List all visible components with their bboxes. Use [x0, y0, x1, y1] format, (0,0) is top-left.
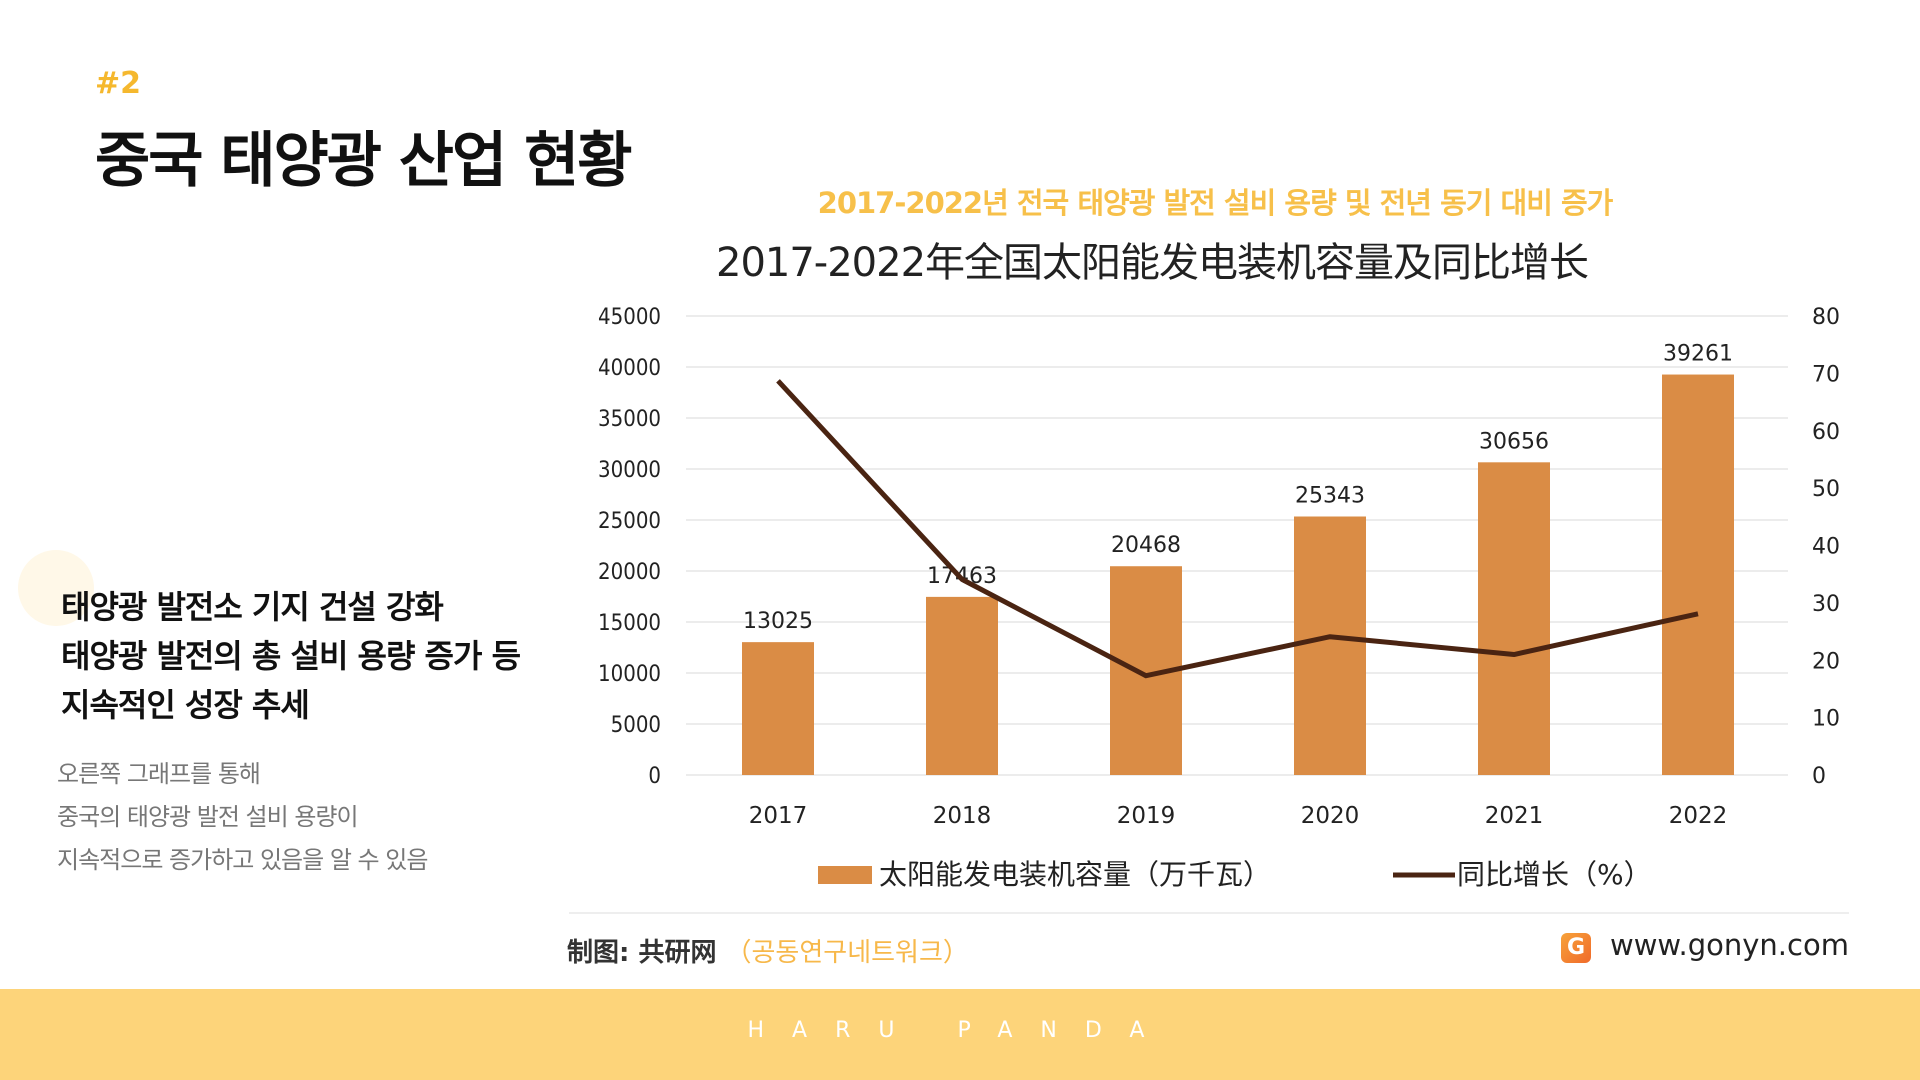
y-left-tick-label: 35000 [598, 407, 661, 432]
gonyn-logo-icon: G [1561, 933, 1591, 963]
chart-title: 2017-2022年全国太阳能发电装机容量及同比增长 [716, 240, 1589, 286]
headline-line-2: 태양광 발전의 총 설비 용량 증가 등 [61, 637, 521, 675]
y-right-tick-label: 0 [1812, 764, 1826, 789]
y-right-tick-label: 20 [1812, 649, 1840, 674]
bar-data-label: 25343 [1295, 484, 1365, 509]
bar-data-label: 20468 [1111, 533, 1181, 558]
bar [1662, 374, 1734, 775]
site-url: www.gonyn.com [1610, 928, 1849, 962]
y-left-tick-label: 20000 [598, 560, 661, 585]
legend-bar-swatch [818, 866, 872, 884]
y-right-tick-label: 80 [1812, 305, 1840, 330]
bar [742, 642, 814, 775]
y-left-tick-label: 40000 [598, 356, 661, 381]
legend-bar-label: 太阳能发电装机容量（万千瓦） [879, 858, 1271, 891]
y-right-tick-label: 30 [1812, 592, 1840, 617]
y-left-tick-label: 10000 [598, 662, 661, 687]
decorative-circle [18, 550, 94, 626]
growth-line [776, 379, 1699, 679]
bar [1478, 462, 1550, 775]
slide-number: #2 [95, 66, 142, 101]
x-tick-label: 2017 [749, 803, 808, 829]
bar-data-label: 30656 [1479, 429, 1549, 454]
credit-korean: （공동연구네트워크） [725, 938, 969, 968]
y-left-tick-label: 5000 [611, 713, 661, 738]
bar-data-label: 39261 [1663, 342, 1733, 367]
x-tick-label: 2020 [1301, 803, 1360, 829]
y-right-tick-label: 50 [1812, 477, 1840, 502]
x-tick-label: 2019 [1117, 803, 1176, 829]
y-right-tick-label: 60 [1812, 420, 1840, 445]
y-left-tick-label: 25000 [598, 509, 661, 534]
bar [1294, 516, 1366, 775]
bottom-band [0, 989, 1920, 1080]
x-tick-label: 2022 [1669, 803, 1728, 829]
brand-text: HARU PANDA [747, 1018, 1173, 1043]
divider [569, 912, 1849, 914]
y-right-tick-label: 10 [1812, 707, 1840, 732]
y-left-tick-label: 30000 [598, 458, 661, 483]
credit-text: 制图: 共研网 [567, 938, 717, 968]
body-line-3: 지속적으로 증가하고 있음을 알 수 있음 [57, 846, 428, 874]
x-tick-label: 2018 [933, 803, 992, 829]
y-left-tick-label: 15000 [598, 611, 661, 636]
headline-line-3: 지속적인 성장 추세 [61, 686, 310, 724]
y-left-tick-label: 0 [648, 764, 661, 789]
body-line-2: 중국의 태양광 발전 설비 용량이 [57, 803, 359, 831]
headline-line-1: 태양광 발전소 기지 건설 강화 [61, 588, 444, 626]
y-right-tick-label: 70 [1812, 362, 1840, 387]
body-line-1: 오른쪽 그래프를 통해 [57, 760, 261, 788]
chart: 0 5000 10000 15000 20000 25000 30000 35000 40000… [598, 305, 1840, 891]
bar-data-label: 13025 [743, 609, 813, 634]
y-right-tick-label: 40 [1812, 535, 1840, 560]
bar [926, 596, 998, 775]
y-left-tick-label: 45000 [598, 305, 661, 330]
chart-subtitle-korean: 2017-2022년 전국 태양광 발전 설비 용량 및 전년 동기 대비 증가 [817, 186, 1614, 220]
page-title: 중국 태양광 산업 현황 [95, 126, 632, 196]
x-tick-label: 2021 [1485, 803, 1544, 829]
legend-line-label: 同比增长（%） [1457, 858, 1652, 891]
chart-credit: 制图: 共研网 （공동연구네트워크） [567, 932, 969, 969]
